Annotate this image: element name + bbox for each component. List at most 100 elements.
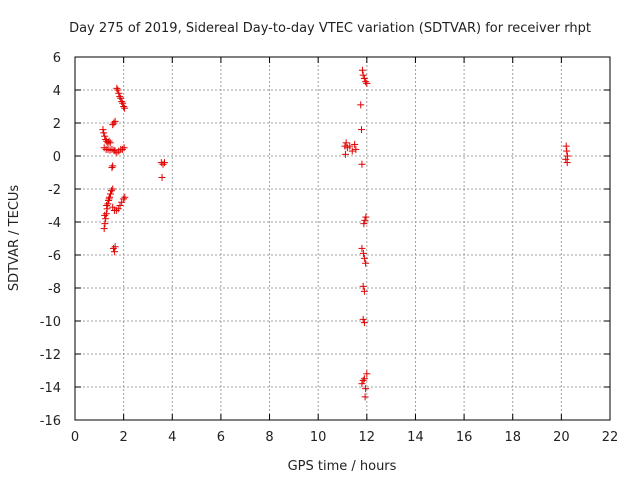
- data-point: [563, 147, 571, 155]
- data-point: [112, 206, 120, 214]
- data-point: [360, 74, 368, 82]
- data-point: [121, 104, 129, 112]
- x-tick-label: 20: [553, 430, 570, 445]
- data-point: [107, 187, 115, 195]
- data-point: [360, 375, 368, 383]
- data-point: [101, 211, 109, 219]
- data-points: [99, 66, 571, 401]
- data-point: [357, 101, 365, 109]
- data-point: [341, 150, 349, 158]
- chart-title: Day 275 of 2019, Sidereal Day-to-day VTE…: [69, 21, 591, 36]
- grid-lines: [75, 57, 610, 420]
- data-point: [102, 210, 110, 218]
- x-tick-label: 16: [456, 430, 473, 445]
- data-point: [563, 152, 571, 160]
- data-point: [362, 78, 370, 86]
- data-point: [105, 137, 113, 145]
- data-point: [116, 202, 124, 209]
- data-point: [159, 160, 167, 168]
- y-tick-label: -16: [40, 414, 61, 429]
- data-point: [119, 99, 127, 107]
- data-point: [158, 173, 166, 181]
- data-point: [360, 319, 368, 327]
- data-point: [101, 220, 109, 228]
- data-point: [111, 243, 119, 251]
- data-point: [359, 376, 367, 384]
- y-tick-label: 6: [53, 51, 61, 66]
- x-tick-label: 10: [310, 430, 327, 445]
- data-point: [111, 117, 119, 125]
- data-point: [107, 190, 115, 198]
- data-point: [358, 160, 366, 168]
- data-point: [105, 195, 113, 203]
- data-point: [357, 126, 365, 134]
- data-point: [106, 139, 114, 147]
- data-point: [348, 147, 356, 155]
- data-point: [101, 132, 109, 140]
- data-point: [102, 215, 110, 223]
- data-point: [363, 79, 371, 87]
- data-point: [361, 216, 369, 224]
- y-tick-label: -12: [40, 348, 61, 363]
- x-axis-label: GPS time / hours: [288, 459, 397, 474]
- data-point: [359, 71, 367, 79]
- y-tick-label: -4: [48, 216, 61, 231]
- data-point: [342, 139, 350, 147]
- data-point: [108, 164, 116, 172]
- data-point: [120, 195, 128, 203]
- data-point: [563, 159, 571, 167]
- data-point: [118, 198, 126, 206]
- data-point: [115, 89, 123, 97]
- data-point: [99, 126, 107, 134]
- data-point: [114, 86, 122, 94]
- y-tick-label: 0: [53, 150, 61, 165]
- y-tick-label: 4: [53, 84, 61, 99]
- data-point: [351, 140, 359, 148]
- data-point: [114, 205, 122, 213]
- data-point: [360, 287, 368, 295]
- data-point: [160, 159, 168, 167]
- data-point: [359, 282, 367, 290]
- data-point: [358, 66, 366, 74]
- x-tick-label: 14: [407, 430, 424, 445]
- data-point: [100, 129, 108, 137]
- y-tick-label: -8: [48, 282, 61, 297]
- data-point: [121, 193, 129, 201]
- data-point: [359, 249, 367, 257]
- y-tick-label: -2: [48, 183, 61, 198]
- data-point: [363, 370, 371, 378]
- data-point: [362, 385, 370, 393]
- data-point: [360, 220, 368, 228]
- y-axis-label: SDTVAR / TECUs: [7, 185, 22, 292]
- y-tick-label: -6: [48, 249, 61, 264]
- data-point: [103, 202, 111, 209]
- data-point: [100, 225, 108, 233]
- axes: 0 2 4 6 8 10 12 14 16 18 20 22 -16 -14 -12 -10 -8 -6 -4 -2 0…: [40, 51, 619, 445]
- y-tick-label: -14: [40, 381, 61, 396]
- data-point: [109, 203, 117, 211]
- x-tick-label: 6: [217, 430, 225, 445]
- data-point: [109, 185, 117, 193]
- x-tick-label: 22: [602, 430, 619, 445]
- data-point: [362, 259, 370, 267]
- x-tick-label: 18: [504, 430, 521, 445]
- x-tick-label: 4: [168, 430, 176, 445]
- plot-frame: [74, 56, 611, 421]
- data-point: [109, 162, 117, 170]
- data-point: [362, 213, 370, 221]
- data-point: [104, 200, 112, 208]
- data-point: [352, 145, 360, 153]
- data-point: [346, 142, 354, 150]
- data-point: [358, 244, 366, 252]
- data-point: [120, 144, 128, 152]
- y-tick-label: -10: [40, 315, 61, 330]
- data-point: [120, 103, 128, 110]
- data-point: [118, 145, 126, 153]
- data-point: [110, 119, 118, 127]
- data-point: [116, 93, 124, 101]
- x-tick-label: 8: [265, 430, 273, 445]
- data-point: [109, 244, 117, 252]
- data-point: [110, 248, 118, 256]
- data-point: [108, 145, 116, 153]
